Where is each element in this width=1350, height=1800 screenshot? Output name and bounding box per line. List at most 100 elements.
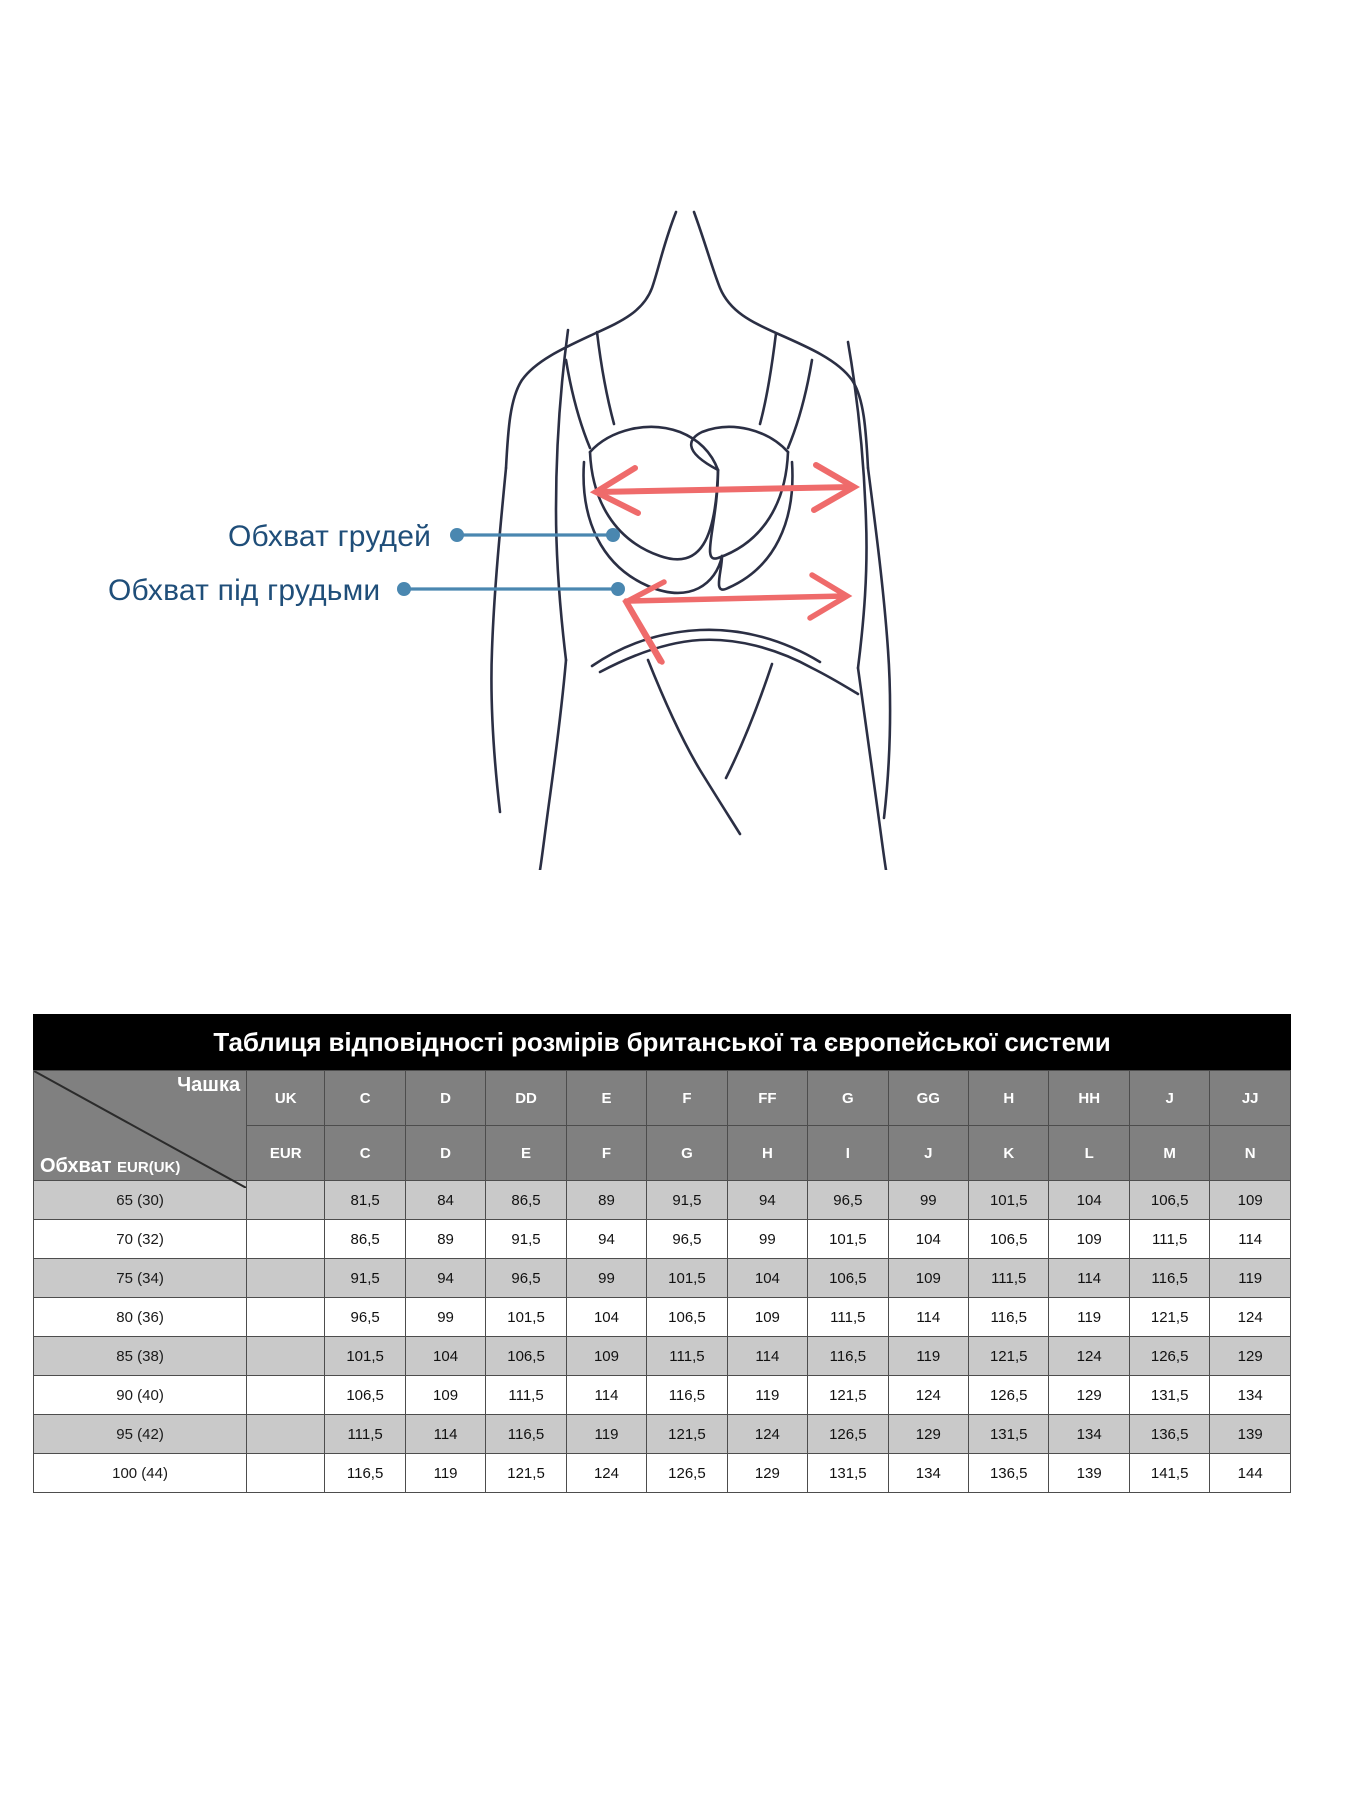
table-cell: 109 [1048,1219,1130,1259]
header-uk-cup-11: JJ [1209,1070,1291,1126]
row-spacer-cell [246,1336,325,1376]
table-cell: 134 [887,1453,970,1493]
table-cell: 89 [565,1180,648,1220]
table-cell: 136,5 [968,1453,1050,1493]
table-cell: 121,5 [1128,1297,1211,1337]
table-cell: 109 [565,1336,648,1376]
table-cell: 99 [726,1219,809,1259]
table-cell: 126,5 [646,1453,728,1493]
table-cell: 91,5 [646,1180,728,1220]
table-cell: 124 [1209,1297,1291,1337]
table-cell: 119 [726,1375,809,1415]
header-eur-cup-3: F [565,1125,648,1181]
table-cell: 134 [1209,1375,1291,1415]
header-row-uk: Чашка Обхват EUR(UK) UK C D DD E F FF G … [32,1070,1291,1126]
header-uk-cup-5: FF [726,1070,809,1126]
header-uk-cup-2: DD [485,1070,567,1126]
table-cell: 104 [887,1219,970,1259]
header-eur-cup-8: K [968,1125,1050,1181]
row-spacer-cell [246,1414,325,1454]
table-cell: 111,5 [485,1375,567,1415]
table-cell: 101,5 [324,1336,406,1376]
table-cell: 116,5 [807,1336,889,1376]
table-row: 80 (36) 96,5 99 101,5 104 106,5 109 111,5 114 116… [32,1297,1291,1337]
header-eur-cup-11: N [1209,1125,1291,1181]
corner-cup-label: Чашка [177,1074,241,1096]
table-cell: 96,5 [485,1258,567,1298]
table-cell: 104 [565,1297,648,1337]
body-outline-drawing [490,210,892,870]
table-cell: 101,5 [485,1297,567,1337]
table-row: 85 (38) 101,5 104 106,5 109 111,5 114 116,5 119 1… [32,1336,1291,1376]
table-cell: 106,5 [1128,1180,1211,1220]
table-cell: 109 [1209,1180,1291,1220]
table-row: 65 (30) 81,5 84 86,5 89 91,5 94 96,5 99 101,5 104 1… [32,1180,1291,1220]
table-cell: 106,5 [807,1258,889,1298]
corner-band-label-main: Обхват [40,1155,118,1177]
table-cell: 91,5 [324,1258,406,1298]
table-cell: 114 [726,1336,809,1376]
table-cell: 131,5 [807,1453,889,1493]
table-cell: 121,5 [968,1336,1050,1376]
corner-header-cell: Чашка Обхват EUR(UK) [32,1070,248,1181]
table-cell: 116,5 [324,1453,406,1493]
row-header-band: 65 (30) [32,1180,248,1220]
table-cell: 119 [565,1414,648,1454]
row-header-band: 70 (32) [32,1219,248,1259]
table-cell: 144 [1209,1453,1291,1493]
header-eur-cup-4: G [646,1125,728,1181]
table-row: 100 (44) 116,5 119 121,5 124 126,5 129 131,5 134… [32,1453,1291,1493]
row-header-band: 85 (38) [32,1336,248,1376]
bust-leader-line [450,528,620,542]
table-cell: 106,5 [324,1375,406,1415]
header-uk-cup-6: G [807,1070,889,1126]
header-uk-cup-1: D [404,1070,487,1126]
table-cell: 141,5 [1128,1453,1211,1493]
table-cell: 99 [565,1258,648,1298]
table-cell: 104 [726,1258,809,1298]
table-cell: 81,5 [324,1180,406,1220]
table-cell: 109 [404,1375,487,1415]
table-cell: 109 [726,1297,809,1337]
row-header-band: 80 (36) [32,1297,248,1337]
header-uk-cup-7: GG [887,1070,970,1126]
table-cell: 124 [726,1414,809,1454]
table-cell: 124 [565,1453,648,1493]
size-table-body: 65 (30) 81,5 84 86,5 89 91,5 94 96,5 99 101,5 104 1… [32,1180,1291,1493]
table-cell: 129 [887,1414,970,1454]
table-cell: 126,5 [807,1414,889,1454]
row-spacer-cell [246,1297,325,1337]
row-spacer-cell [246,1219,325,1259]
header-uk-cup-3: E [565,1070,648,1126]
table-cell: 139 [1209,1414,1291,1454]
table-cell: 116,5 [1128,1258,1211,1298]
table-cell: 106,5 [646,1297,728,1337]
table-cell: 131,5 [1128,1375,1211,1415]
table-cell: 111,5 [968,1258,1050,1298]
row-spacer-cell [246,1375,325,1415]
table-cell: 86,5 [485,1180,567,1220]
table-cell: 89 [404,1219,487,1259]
table-cell: 116,5 [646,1375,728,1415]
table-cell: 94 [565,1219,648,1259]
table-cell: 104 [404,1336,487,1376]
table-cell: 94 [726,1180,809,1220]
header-eur-cup-7: J [887,1125,970,1181]
table-cell: 124 [1048,1336,1130,1376]
table-cell: 84 [404,1180,487,1220]
header-eur-cup-6: I [807,1125,889,1181]
row-header-band: 95 (42) [32,1414,248,1454]
table-cell: 111,5 [1128,1219,1211,1259]
table-cell: 136,5 [1128,1414,1211,1454]
table-cell: 96,5 [324,1297,406,1337]
table-cell: 104 [1048,1180,1130,1220]
header-system-uk: UK [246,1070,326,1126]
header-row-eur: EUR C D E F G H I J K L M N [34,1125,1291,1181]
table-cell: 99 [887,1180,970,1220]
table-cell: 96,5 [646,1219,728,1259]
measurement-illustration: Обхват грудей Обхват під грудьми [0,0,1350,870]
table-cell: 114 [565,1375,648,1415]
table-cell: 126,5 [968,1375,1050,1415]
header-uk-cup-10: J [1128,1070,1211,1126]
table-cell: 111,5 [807,1297,889,1337]
